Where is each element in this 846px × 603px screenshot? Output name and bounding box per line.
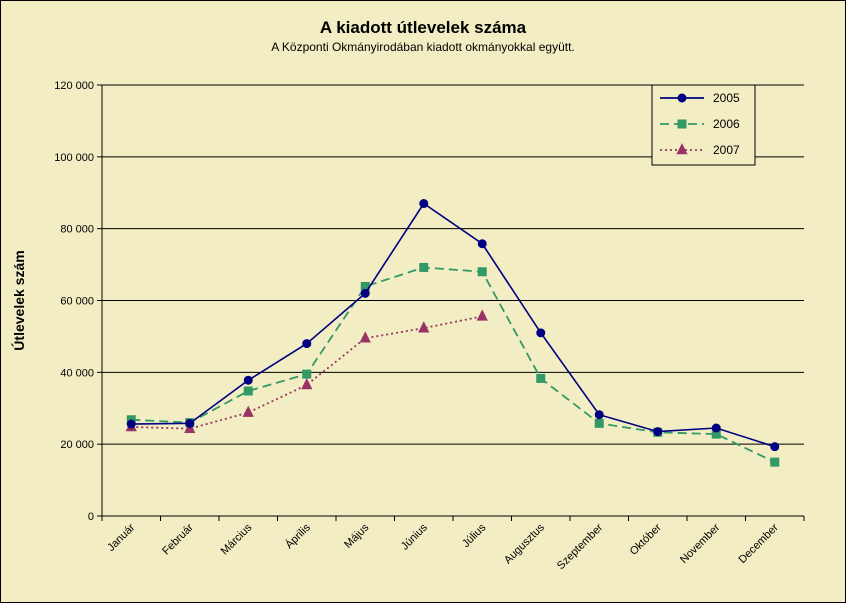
point-2005-10 bbox=[711, 423, 721, 433]
point-2005-3 bbox=[302, 339, 312, 349]
point-2007-2 bbox=[242, 405, 254, 417]
x-tick-label-4: Május bbox=[342, 521, 372, 551]
y-tick-label-4: 80 000 bbox=[60, 224, 94, 236]
series-2005 bbox=[126, 199, 780, 452]
legend-label-2006: 2006 bbox=[713, 117, 740, 131]
point-2005-6 bbox=[477, 239, 487, 249]
point-2005-5 bbox=[419, 199, 429, 209]
point-2005-8 bbox=[594, 410, 604, 420]
point-2006-11 bbox=[770, 457, 780, 467]
x-tick-label-6: Július bbox=[460, 521, 489, 550]
x-tick-label-0: Január bbox=[105, 521, 138, 554]
y-tick-label-1: 20 000 bbox=[60, 439, 94, 451]
series-line-2005 bbox=[131, 202, 775, 448]
x-tick-label-9: Október bbox=[628, 521, 664, 557]
point-2006-8 bbox=[594, 418, 604, 428]
point-2006-7 bbox=[536, 373, 546, 383]
legend: 2005 2006 2007 bbox=[651, 84, 756, 166]
x-tick-label-11: December bbox=[737, 521, 782, 566]
point-2006-6 bbox=[477, 267, 487, 277]
series-line-2006 bbox=[131, 266, 776, 463]
legend-label-2007: 2007 bbox=[713, 143, 740, 157]
chart-title: A kiadott útlevelek száma bbox=[319, 18, 527, 37]
point-2007-5 bbox=[418, 321, 430, 333]
point-2005-0 bbox=[126, 419, 136, 429]
point-2007-4 bbox=[359, 331, 371, 343]
y-tick-label-0: 0 bbox=[88, 511, 94, 523]
point-2006-3 bbox=[302, 369, 312, 379]
point-2006-2 bbox=[243, 386, 253, 396]
x-tick-label-1: Február bbox=[160, 521, 196, 557]
x-tick-label-5: Június bbox=[399, 521, 430, 552]
point-2007-6 bbox=[476, 309, 488, 321]
legend-marker-2007 bbox=[676, 143, 688, 155]
series-2006 bbox=[126, 262, 780, 467]
x-tick-label-2: Március bbox=[219, 521, 255, 557]
point-2005-4 bbox=[360, 288, 370, 298]
legend-marker-2006 bbox=[677, 119, 687, 129]
legend-marker-2005 bbox=[677, 93, 687, 103]
legend-label-2005: 2005 bbox=[713, 91, 740, 105]
x-tick-label-3: Április bbox=[282, 521, 313, 552]
point-2005-2 bbox=[243, 375, 253, 385]
point-2005-9 bbox=[653, 427, 663, 437]
y-tick-label-3: 60 000 bbox=[60, 296, 94, 308]
x-tick-label-10: November bbox=[678, 521, 723, 566]
chart-subtitle: A Központi Okmányirodában kiadott okmány… bbox=[271, 40, 575, 54]
y-tick-label-5: 100 000 bbox=[54, 152, 94, 164]
point-2005-1 bbox=[185, 418, 195, 428]
point-2005-7 bbox=[536, 328, 546, 338]
y-tick-label-6: 120 000 bbox=[54, 80, 94, 92]
point-2005-11 bbox=[770, 442, 780, 452]
point-2007-3 bbox=[301, 377, 313, 390]
x-tick-label-8: Szeptember bbox=[555, 521, 606, 572]
y-tick-label-2: 40 000 bbox=[60, 367, 94, 379]
x-tick-label-7: Augusztus bbox=[502, 521, 547, 566]
y-axis-title: Útlevelek szám bbox=[10, 250, 27, 350]
point-2006-5 bbox=[419, 262, 429, 272]
